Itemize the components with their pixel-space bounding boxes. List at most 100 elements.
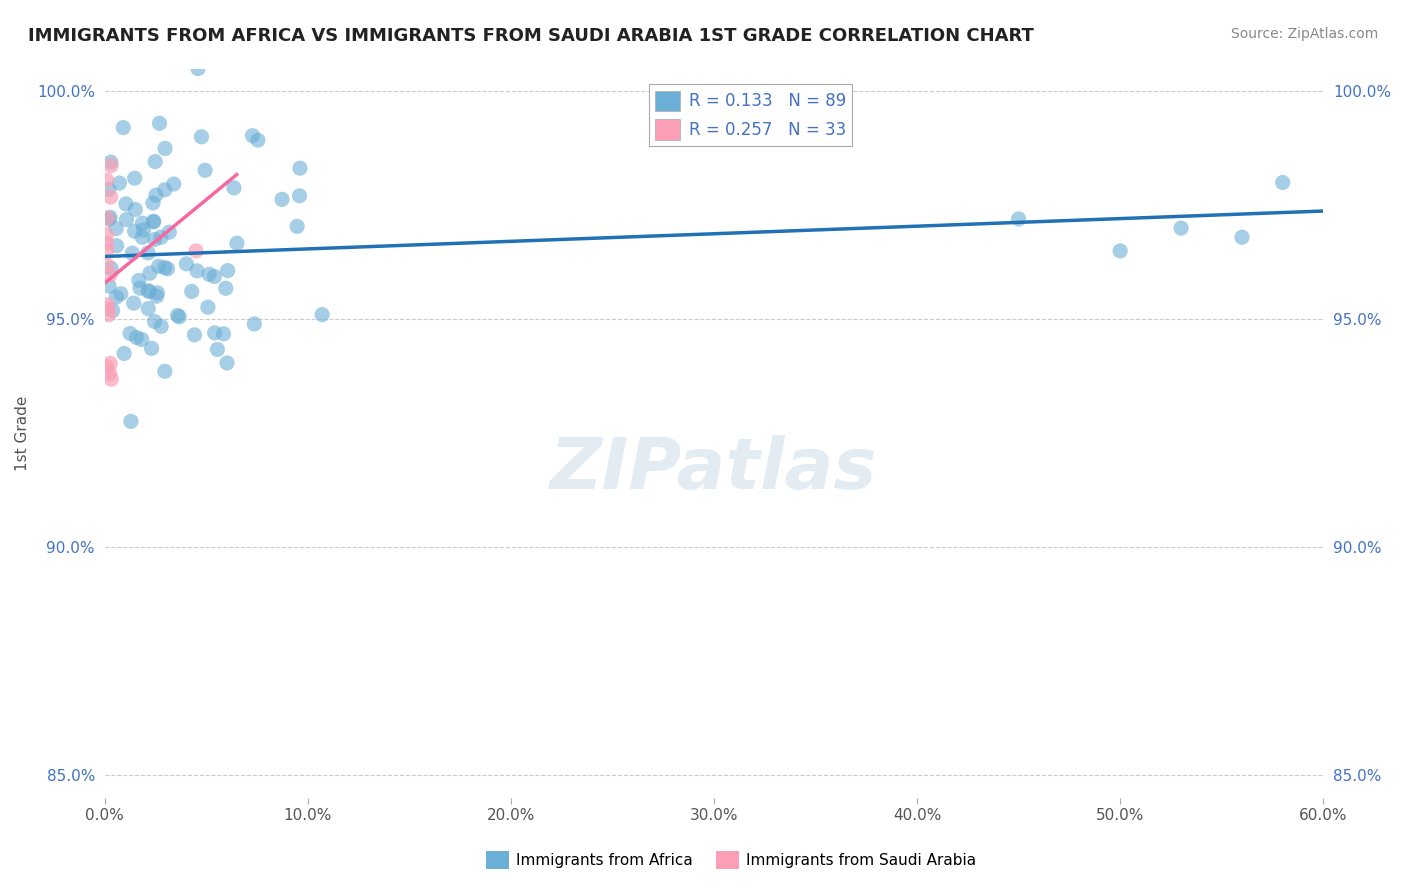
Immigrants from Africa <box>112 120 135 135</box>
Immigrants from Africa <box>142 196 165 211</box>
Immigrants from Africa <box>215 281 238 295</box>
Immigrants from Africa <box>153 183 176 197</box>
Immigrants from Africa <box>125 330 148 344</box>
Immigrants from Africa <box>142 214 165 228</box>
Immigrants from Saudi Arabia <box>96 244 118 258</box>
Immigrants from Saudi Arabia <box>96 227 118 242</box>
Immigrants from Saudi Arabia <box>98 366 121 380</box>
Immigrants from Africa <box>129 281 152 295</box>
Immigrants from Africa <box>124 224 146 238</box>
Immigrants from Africa <box>139 266 162 280</box>
Immigrants from Africa <box>124 202 146 217</box>
Immigrants from Africa <box>288 188 311 202</box>
Immigrants from Saudi Arabia <box>96 359 118 374</box>
Immigrants from Africa <box>243 317 266 331</box>
Immigrants from Africa <box>222 181 245 195</box>
Immigrants from Africa <box>143 314 166 328</box>
Immigrants from Africa <box>186 264 208 278</box>
Immigrants from Africa <box>1109 244 1132 258</box>
Immigrants from Africa <box>100 261 122 276</box>
Immigrants from Africa <box>105 290 128 304</box>
Immigrants from Africa <box>131 216 153 230</box>
Immigrants from Africa <box>98 279 121 293</box>
Immigrants from Africa <box>1230 230 1253 244</box>
Immigrants from Africa <box>143 154 166 169</box>
Immigrants from Africa <box>217 263 239 277</box>
Immigrants from Africa <box>183 327 205 342</box>
Immigrants from Saudi Arabia <box>96 173 118 187</box>
Immigrants from Africa <box>97 182 120 196</box>
Immigrants from Africa <box>100 155 122 169</box>
Immigrants from Africa <box>101 303 124 318</box>
Immigrants from Africa <box>285 219 308 234</box>
Immigrants from Africa <box>271 192 294 206</box>
Immigrants from Africa <box>122 296 145 310</box>
Immigrants from Africa <box>141 342 163 356</box>
Immigrants from Saudi Arabia <box>97 308 120 322</box>
Immigrants from Africa <box>115 197 138 211</box>
Legend: Immigrants from Africa, Immigrants from Saudi Arabia: Immigrants from Africa, Immigrants from … <box>479 845 983 875</box>
Immigrants from Saudi Arabia <box>96 211 118 225</box>
Immigrants from Africa <box>124 171 146 186</box>
Immigrants from Africa <box>1170 221 1192 235</box>
Immigrants from Africa <box>204 269 226 284</box>
Immigrants from Africa <box>97 212 120 227</box>
Immigrants from Africa <box>98 211 121 225</box>
Immigrants from Africa <box>108 176 131 190</box>
Immigrants from Africa <box>149 230 172 244</box>
Immigrants from Africa <box>115 212 138 227</box>
Immigrants from Africa <box>148 116 170 130</box>
Immigrants from Africa <box>207 343 229 357</box>
Immigrants from Africa <box>105 238 128 252</box>
Immigrants from Africa <box>153 141 176 155</box>
Immigrants from Africa <box>146 285 169 300</box>
Immigrants from Africa <box>1007 212 1029 227</box>
Immigrants from Africa <box>204 326 226 340</box>
Immigrants from Africa <box>131 333 153 347</box>
Immigrants from Africa <box>120 326 142 341</box>
Immigrants from Africa <box>142 215 165 229</box>
Immigrants from Africa <box>198 268 221 282</box>
Immigrants from Africa <box>132 223 155 237</box>
Immigrants from Africa <box>138 285 160 299</box>
Immigrants from Africa <box>145 188 167 202</box>
Immigrants from Saudi Arabia <box>98 268 121 282</box>
Immigrants from Africa <box>156 261 179 276</box>
Immigrants from Saudi Arabia <box>100 159 122 173</box>
Immigrants from Africa <box>131 230 153 244</box>
Immigrants from Africa <box>176 257 198 271</box>
Immigrants from Africa <box>128 273 150 287</box>
Immigrants from Africa <box>187 62 209 76</box>
Immigrants from Africa <box>157 225 180 239</box>
Immigrants from Africa <box>153 260 176 275</box>
Immigrants from Africa <box>212 326 235 341</box>
Immigrants from Africa <box>150 319 173 334</box>
Immigrants from Africa <box>112 346 135 360</box>
Immigrants from Saudi Arabia <box>96 235 118 250</box>
Immigrants from Africa <box>246 133 269 147</box>
Immigrants from Africa <box>121 246 143 260</box>
Immigrants from Africa <box>136 284 159 298</box>
Immigrants from Africa <box>148 259 170 273</box>
Immigrants from Africa <box>166 309 188 323</box>
Immigrants from Saudi Arabia <box>98 356 121 370</box>
Immigrants from Saudi Arabia <box>100 190 122 204</box>
Immigrants from Africa <box>197 300 219 314</box>
Immigrants from Africa <box>163 177 186 191</box>
Immigrants from Africa <box>105 221 128 235</box>
Immigrants from Africa <box>136 301 159 316</box>
Legend: R = 0.133   N = 89, R = 0.257   N = 33: R = 0.133 N = 89, R = 0.257 N = 33 <box>648 84 852 146</box>
Immigrants from Africa <box>215 356 238 370</box>
Immigrants from Africa <box>153 364 176 378</box>
Text: ZIPatlas: ZIPatlas <box>550 435 877 504</box>
Immigrants from Africa <box>190 129 212 144</box>
Immigrants from Africa <box>288 161 311 176</box>
Immigrants from Saudi Arabia <box>96 258 118 272</box>
Immigrants from Africa <box>110 286 132 301</box>
Text: IMMIGRANTS FROM AFRICA VS IMMIGRANTS FROM SAUDI ARABIA 1ST GRADE CORRELATION CHA: IMMIGRANTS FROM AFRICA VS IMMIGRANTS FRO… <box>28 27 1033 45</box>
Immigrants from Africa <box>120 414 142 428</box>
Text: Source: ZipAtlas.com: Source: ZipAtlas.com <box>1230 27 1378 41</box>
Immigrants from Africa <box>167 310 190 324</box>
Immigrants from Saudi Arabia <box>96 298 118 312</box>
Immigrants from Saudi Arabia <box>96 301 118 316</box>
